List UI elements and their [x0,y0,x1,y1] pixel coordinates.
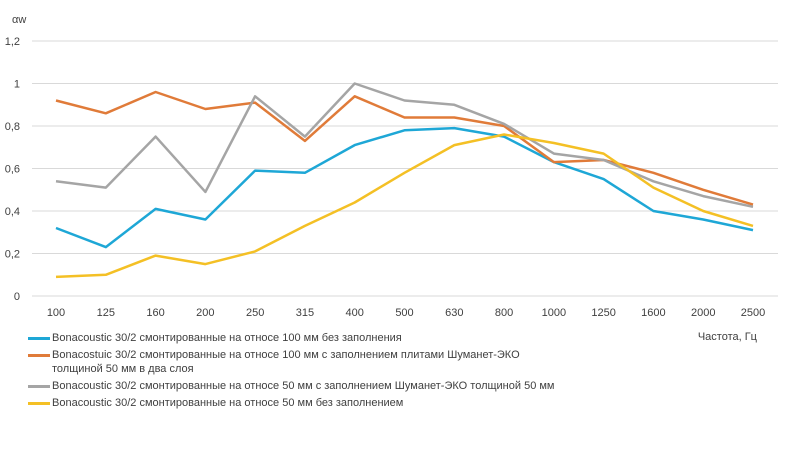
x-axis-label: Частота, Гц [698,331,758,343]
y-tick-label: 0,2 [5,249,20,261]
y-tick-label: 0,4 [5,206,20,218]
x-tick-label: 1000 [542,307,566,319]
y-tick-label: 0,6 [5,164,20,176]
x-tick-label: 100 [47,307,65,319]
series-lines [55,82,754,279]
legend-label: Bonacostuic 30/2 смонтированные на относ… [52,349,520,375]
x-tick-label: 800 [495,307,513,319]
series-line-2 [55,90,754,206]
legend-label: Bonacoustic 30/2 смонтированные на относ… [52,397,404,409]
y-tick-label: 0 [14,291,20,303]
legend-swatch [28,402,50,405]
x-tick-label: 1250 [591,307,615,319]
legend-item: Bonacoustic 30/2 смонтированные на относ… [28,331,568,345]
y-axis-label: αw [12,14,26,26]
legend-item: Bonacoustic 30/2 смонтированные на относ… [28,379,568,393]
series-line-3 [55,82,754,209]
legend-swatch [28,354,50,357]
x-tick-label: 1600 [641,307,665,319]
y-tick-label: 1,2 [5,36,20,48]
legend-label: Bonacoustic 30/2 смонтированные на относ… [52,332,402,344]
x-tick-label: 630 [445,307,463,319]
gridlines [32,40,778,297]
legend-swatch [28,337,50,340]
legend-item: Bonacoustic 30/2 смонтированные на относ… [28,396,568,410]
x-tick-labels: 100 125 160 200 250 315 400 500 630 800 1000 1250 16… [47,307,765,319]
x-tick-label: 2000 [691,307,715,319]
x-tick-label: 160 [146,307,164,319]
y-tick-labels: 0 0,2 0,4 0,6 0,8 1 1,2 [5,36,20,303]
x-tick-label: 200 [196,307,214,319]
legend: Bonacoustic 30/2 смонтированные на относ… [28,331,568,413]
y-tick-label: 0,8 [5,121,20,133]
x-tick-label: 315 [296,307,314,319]
legend-swatch [28,385,50,388]
x-tick-label: 250 [246,307,264,319]
legend-item: Bonacostuic 30/2 смонтированные на относ… [28,348,568,376]
x-tick-label: 400 [346,307,364,319]
series-line-1 [55,126,754,249]
x-tick-label: 125 [97,307,115,319]
legend-label: Bonacoustic 30/2 смонтированные на относ… [52,380,555,392]
x-tick-label: 500 [395,307,413,319]
x-tick-label: 2500 [741,307,765,319]
series-line-4 [55,133,754,279]
y-tick-label: 1 [14,79,20,91]
